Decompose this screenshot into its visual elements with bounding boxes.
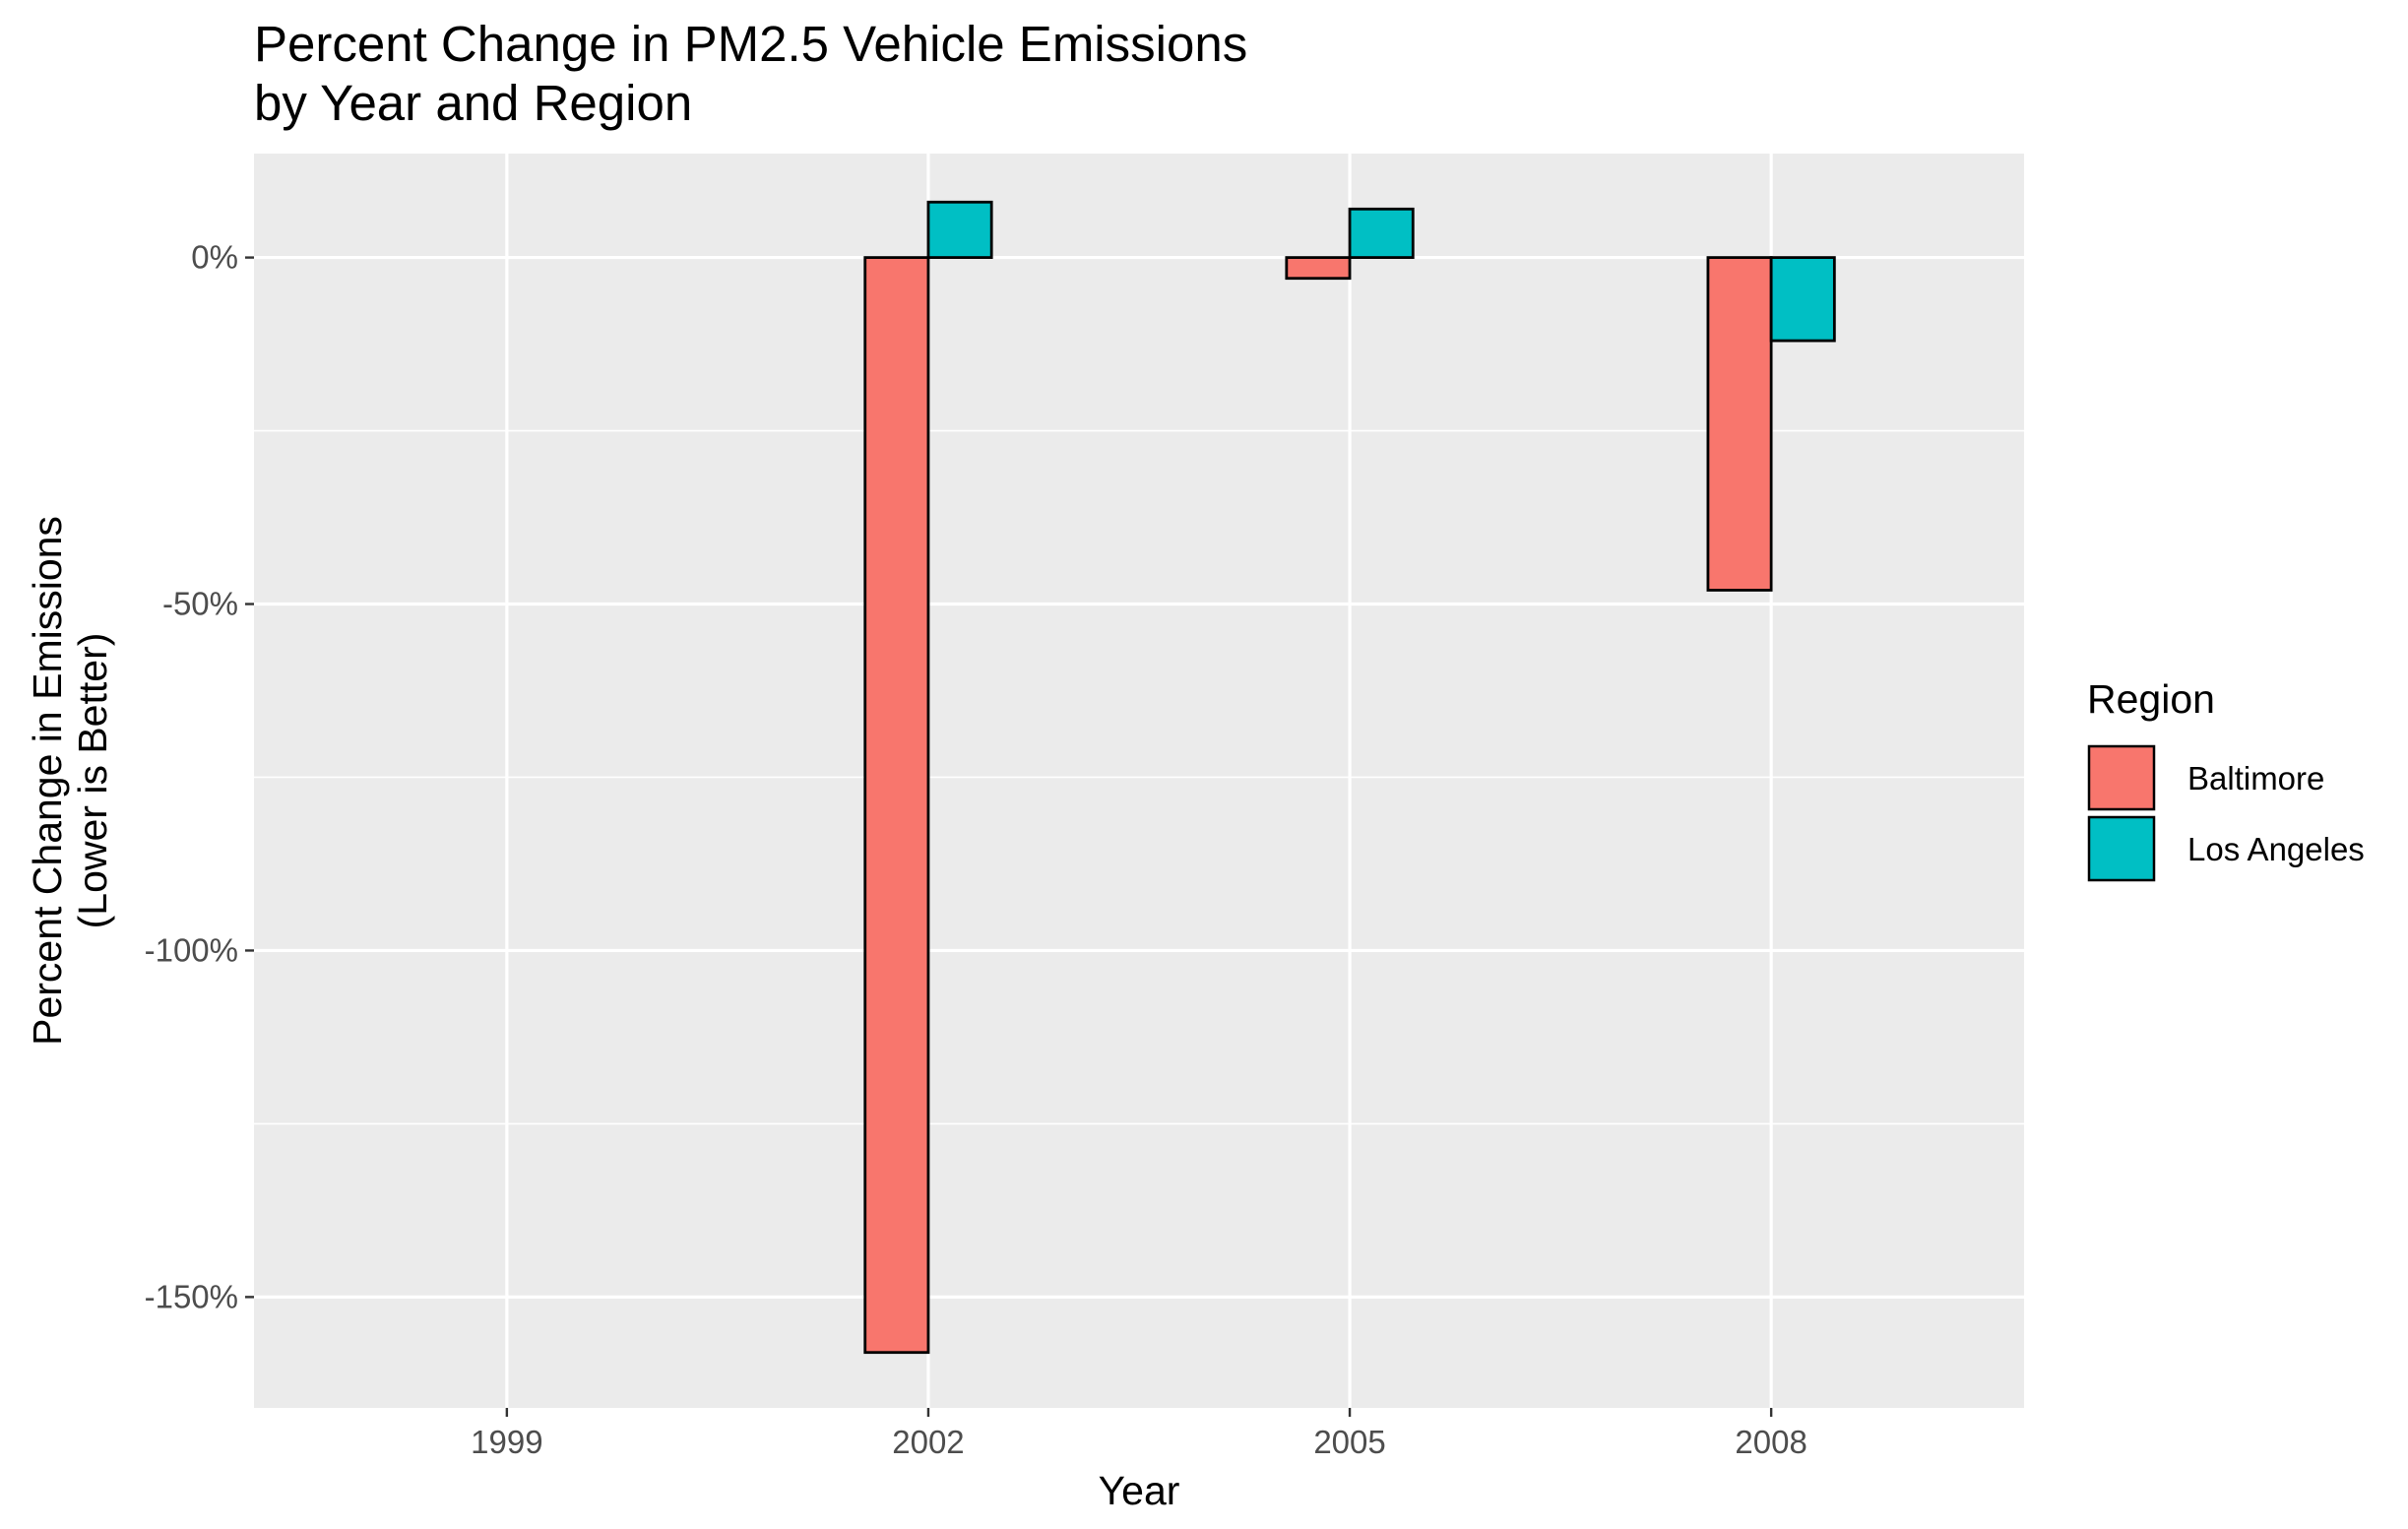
y-axis-title-line-1: Percent Change in Emissions <box>25 516 70 1046</box>
bar-los-angeles-2005 <box>1348 207 1415 259</box>
y-tick-label: -150% <box>145 1278 238 1314</box>
chart-title: Percent Change in PM2.5 Vehicle Emission… <box>254 16 1247 131</box>
legend: Region Baltimore Los Angeles <box>2087 676 2365 882</box>
chart-title-line-2: by Year and Region <box>254 75 692 131</box>
bars <box>863 200 1836 1355</box>
x-axis-title: Year <box>1099 1468 1180 1513</box>
bar-baltimore-2008 <box>1706 256 1773 592</box>
x-axis: 1999 2002 2005 2008 <box>471 1408 1807 1460</box>
x-tick-label: 1999 <box>471 1424 542 1460</box>
y-axis-title: Percent Change in Emissions (Lower is Be… <box>25 516 115 1046</box>
y-tick-label: -100% <box>145 931 238 968</box>
legend-title: Region <box>2087 676 2215 722</box>
bar-los-angeles-2002 <box>926 200 993 259</box>
chart-title-line-1: Percent Change in PM2.5 Vehicle Emission… <box>254 16 1247 72</box>
bar-los-angeles-2008 <box>1769 256 1836 343</box>
y-tick-label: 0% <box>191 239 238 276</box>
bar-baltimore-2002 <box>863 256 930 1355</box>
y-axis-title-line-2: (Lower is Better) <box>70 633 115 929</box>
y-tick-label: -50% <box>162 586 238 622</box>
y-axis: 0% -50% -100% -150% <box>145 239 254 1314</box>
bar-baltimore-2005 <box>1285 256 1352 281</box>
legend-key-los-angeles <box>2087 815 2156 882</box>
x-tick-label: 2008 <box>1735 1424 1806 1460</box>
legend-label-los-angeles: Los Angeles <box>2187 831 2365 867</box>
x-tick-label: 2002 <box>892 1424 964 1460</box>
legend-key-baltimore <box>2087 744 2156 811</box>
x-tick-label: 2005 <box>1313 1424 1385 1460</box>
legend-label-baltimore: Baltimore <box>2187 760 2324 796</box>
